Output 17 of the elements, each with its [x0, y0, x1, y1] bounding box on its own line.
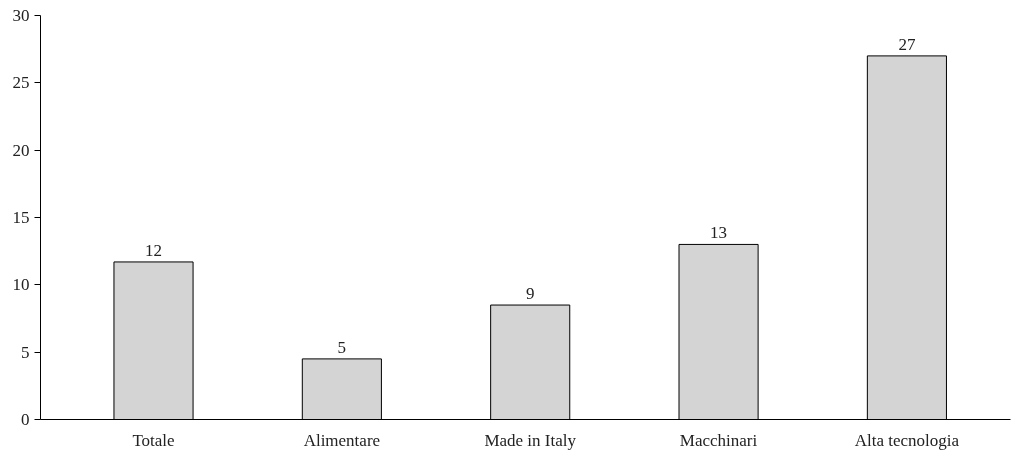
data-label: 9 — [525, 284, 535, 304]
x-tick-label: Alta tecnologia — [854, 430, 960, 450]
x-tick-label: Made in Italy — [484, 430, 577, 450]
data-label: 12 — [145, 240, 163, 260]
data-label: 13 — [710, 223, 728, 243]
y-tick-label: 30 — [12, 6, 30, 25]
x-tick-label: Macchinari — [679, 430, 758, 450]
y-tick-label: 0 — [21, 410, 30, 429]
y-tick-label: 20 — [12, 140, 30, 160]
y-tick-label: 5 — [21, 342, 30, 362]
data-label: 5 — [337, 337, 347, 357]
data-label: 27 — [898, 34, 916, 54]
x-tick-label: Alimentare — [303, 430, 381, 450]
y-tick-label: 25 — [12, 73, 30, 93]
x-tick-label: Totale — [132, 430, 175, 450]
y-tick-label: 10 — [12, 275, 30, 295]
y-tick-label: 15 — [12, 208, 30, 227]
